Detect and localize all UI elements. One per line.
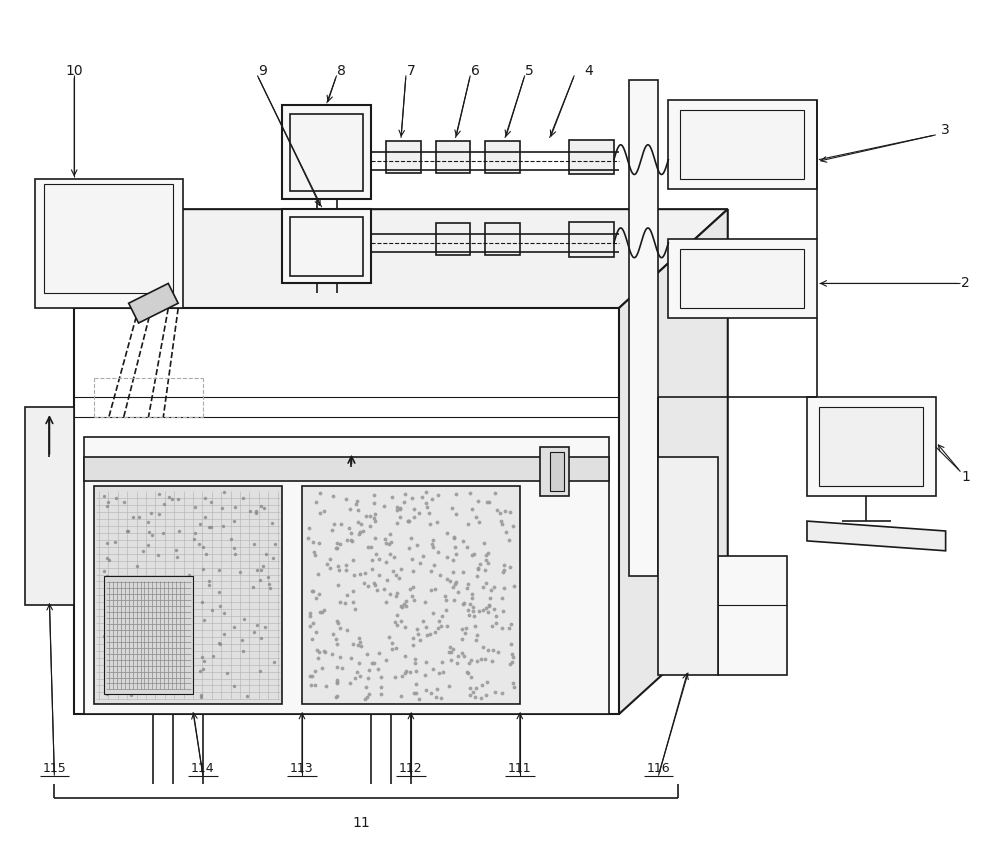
Bar (668, 100, 817, 189)
Bar (84, 437, 609, 714)
Bar (386, 141, 421, 172)
Bar (668, 239, 817, 318)
Text: 11: 11 (352, 816, 370, 830)
Bar (807, 398, 936, 496)
Bar (680, 111, 804, 179)
Text: 112: 112 (399, 762, 423, 776)
Bar (302, 487, 520, 704)
Text: 9: 9 (258, 63, 267, 77)
Text: 3: 3 (941, 123, 950, 137)
Polygon shape (129, 284, 178, 323)
Bar (436, 223, 470, 255)
Bar (290, 114, 363, 191)
Bar (436, 141, 470, 172)
Text: 116: 116 (647, 762, 670, 776)
Bar (84, 457, 609, 482)
Bar (485, 223, 520, 255)
Bar (104, 576, 193, 694)
Bar (819, 407, 923, 487)
Text: 115: 115 (43, 762, 66, 776)
Text: 114: 114 (191, 762, 215, 776)
Bar (540, 446, 569, 496)
Bar (35, 179, 183, 309)
Bar (25, 407, 74, 605)
Text: 7: 7 (407, 63, 415, 77)
Bar (718, 555, 787, 674)
Bar (680, 249, 804, 309)
Bar (569, 140, 614, 175)
Text: 111: 111 (508, 762, 532, 776)
Bar (629, 81, 658, 576)
Bar (94, 487, 282, 704)
Text: 8: 8 (337, 63, 346, 77)
Text: 5: 5 (525, 63, 534, 77)
Polygon shape (74, 209, 728, 309)
Text: 6: 6 (471, 63, 480, 77)
Text: 1: 1 (961, 470, 970, 483)
Bar (485, 141, 520, 172)
Text: 2: 2 (961, 277, 970, 291)
Polygon shape (807, 521, 946, 551)
Bar (550, 452, 564, 491)
Text: 113: 113 (290, 762, 314, 776)
Bar (290, 217, 363, 277)
Bar (569, 222, 614, 257)
Bar (44, 184, 173, 293)
Text: 10: 10 (65, 63, 83, 77)
Polygon shape (619, 209, 728, 714)
Bar (74, 309, 619, 714)
Text: 4: 4 (585, 63, 593, 77)
Bar (282, 105, 371, 199)
Bar (282, 209, 371, 284)
Bar (658, 457, 718, 674)
